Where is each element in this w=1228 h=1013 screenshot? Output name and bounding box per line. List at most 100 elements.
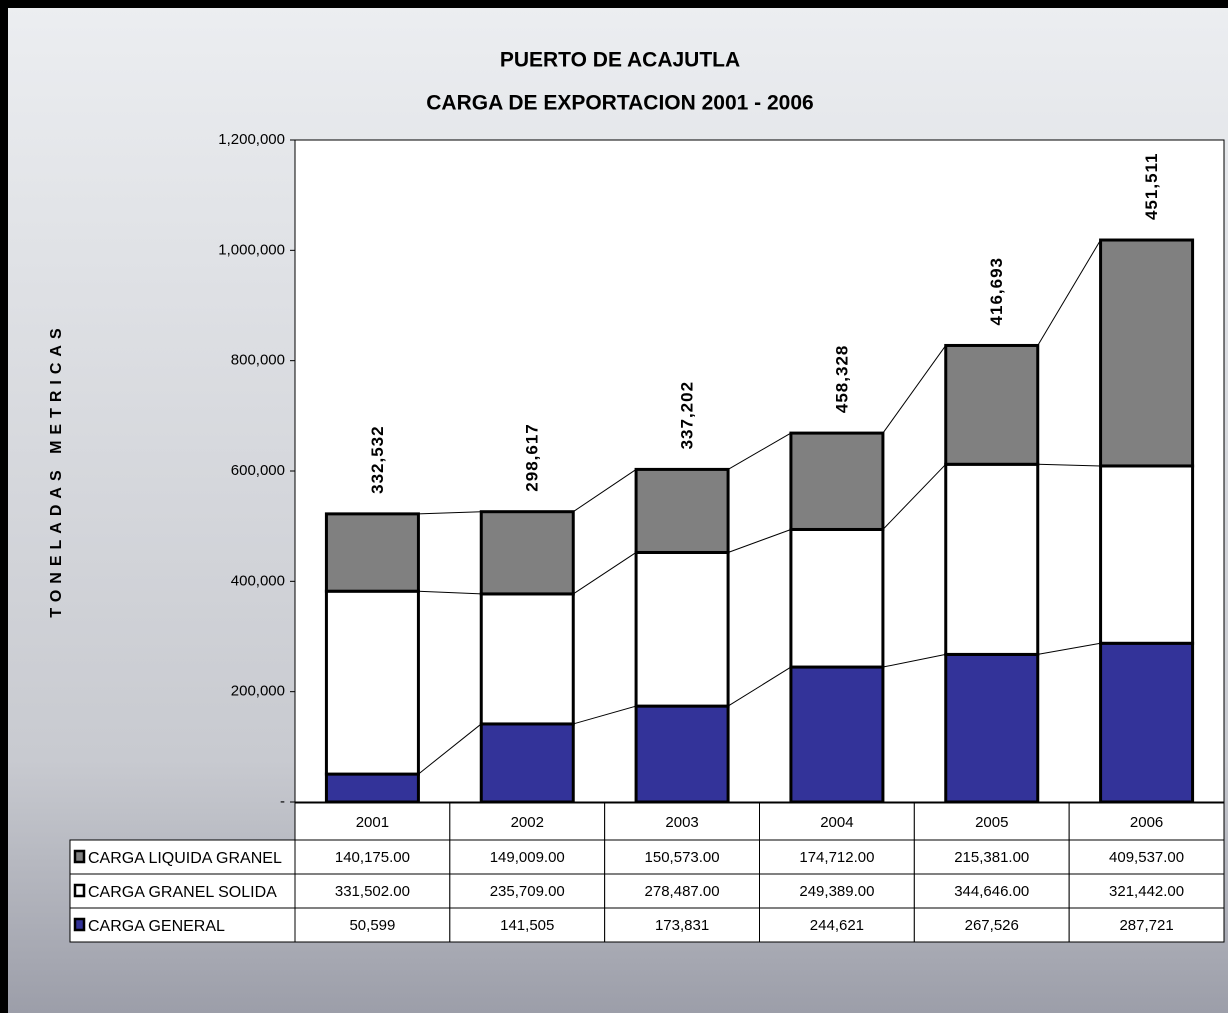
bar [324, 512, 420, 593]
table-cell [604, 907, 761, 943]
y-tick-label: 1,200,000 [218, 131, 285, 148]
y-tick-label: 600,000 [231, 462, 285, 479]
legend-swatch [73, 849, 86, 864]
bar [634, 467, 730, 554]
table-cell [294, 839, 451, 875]
table-cell [294, 802, 451, 841]
table-value: 50,599 [349, 917, 395, 934]
table-value: 278,487.00 [645, 883, 720, 900]
bar [1099, 238, 1195, 468]
bar [944, 462, 1040, 656]
series-line [882, 345, 947, 434]
total-label: 451,511 [1142, 153, 1161, 221]
series-line [572, 552, 637, 595]
table-value: 140,175.00 [335, 849, 410, 866]
table-value: 150,573.00 [645, 849, 720, 866]
table-value: 344,646.00 [954, 883, 1029, 900]
bar [789, 527, 885, 669]
series-line [573, 705, 637, 725]
table-row-header [69, 839, 296, 875]
series-line [727, 432, 792, 470]
total-label: 332,532 [368, 425, 387, 493]
table-cell [1068, 839, 1225, 875]
table-value: 149,009.00 [490, 849, 565, 866]
table-cell [913, 873, 1070, 909]
y-tick-label: 1,000,000 [218, 241, 285, 258]
series-line [1037, 239, 1102, 346]
table-value: 173,831 [655, 917, 709, 934]
bar [634, 704, 730, 804]
legend-swatch [73, 883, 86, 898]
table-cell [913, 839, 1070, 875]
y-tick-label: - [280, 793, 285, 810]
bar [944, 343, 1040, 466]
table-value: 235,709.00 [490, 883, 565, 900]
table-cell [294, 907, 451, 943]
series-line [727, 666, 792, 707]
table-cell [1068, 873, 1225, 909]
table-row-header [69, 907, 296, 943]
series-line [1037, 463, 1101, 467]
series-line [727, 529, 792, 553]
bar [479, 722, 575, 804]
table-value: 174,712.00 [799, 849, 874, 866]
bar [324, 589, 420, 776]
table-value: 287,721 [1119, 917, 1173, 934]
table-value: 141,505 [500, 917, 554, 934]
table-value: 267,526 [965, 917, 1019, 934]
x-tick-label: 2003 [665, 814, 698, 831]
chart-subtitle: CARGA DE EXPORTACION 2001 - 2006 [426, 92, 813, 115]
bar [1099, 641, 1195, 804]
table-cell [1068, 907, 1225, 943]
chart-title: PUERTO DE ACAJUTLA [500, 49, 740, 72]
bar [324, 772, 420, 804]
total-label: 458,328 [832, 345, 851, 413]
total-label: 298,617 [523, 423, 542, 491]
bar [944, 652, 1040, 804]
total-label: 337,202 [678, 381, 697, 449]
series-line [418, 723, 482, 775]
bar [479, 592, 575, 726]
series-line [882, 653, 946, 668]
bar [634, 550, 730, 708]
x-tick-label: 2005 [975, 814, 1008, 831]
series-line [882, 463, 947, 530]
x-tick-label: 2004 [820, 814, 853, 831]
table-cell [604, 802, 761, 841]
x-tick-label: 2002 [511, 814, 544, 831]
series-line [572, 468, 637, 513]
table-cell [449, 802, 606, 841]
y-axis-title: TONELADAS METRICAS [48, 322, 65, 617]
table-value: 409,537.00 [1109, 849, 1184, 866]
series-line [418, 511, 482, 515]
legend-label: CARGA GENERAL [88, 918, 225, 935]
table-cell [1068, 802, 1225, 841]
table-value: 321,442.00 [1109, 883, 1184, 900]
table-cell [759, 907, 915, 943]
bar [789, 431, 885, 531]
series-line [1037, 642, 1101, 655]
bar [789, 665, 885, 804]
y-tick-label: 400,000 [231, 572, 285, 589]
table-value: 249,389.00 [799, 883, 874, 900]
table-value: 331,502.00 [335, 883, 410, 900]
y-tick-label: 800,000 [231, 352, 285, 369]
table-cell [913, 802, 1070, 841]
table-cell [449, 839, 606, 875]
table-cell [449, 873, 606, 909]
table-cell [759, 873, 915, 909]
bar [1099, 464, 1195, 645]
table-value: 215,381.00 [954, 849, 1029, 866]
legend-label: CARGA GRANEL SOLIDA [88, 884, 277, 901]
legend-swatch [73, 917, 86, 932]
series-line [418, 590, 482, 595]
table-cell [449, 907, 606, 943]
table-value: 244,621 [810, 917, 864, 934]
legend-label: CARGA LIQUIDA GRANEL [88, 850, 282, 867]
y-tick-label: 200,000 [231, 683, 285, 700]
bar [479, 510, 575, 596]
plot-area [294, 139, 1225, 803]
